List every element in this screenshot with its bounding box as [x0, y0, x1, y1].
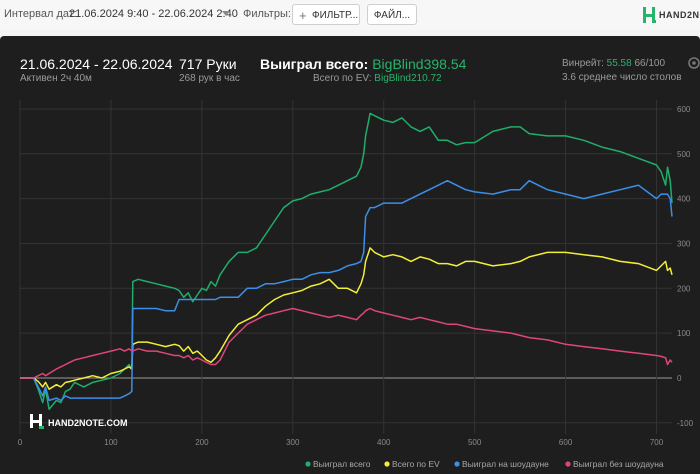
filter-button-label: ФИЛЬТР...	[312, 10, 359, 21]
x-tick-label: 500	[468, 438, 482, 447]
winrate-suffix: 66/100	[634, 58, 666, 69]
filter-button[interactable]: + ФИЛЬТР...	[292, 4, 360, 25]
x-tick-label: 300	[286, 438, 300, 447]
filters-label: Фильтры:	[243, 8, 291, 20]
legend-swatch	[565, 461, 571, 467]
won-total: Выиграл всего: BigBlind398.54	[260, 56, 466, 72]
series-line-1	[20, 112, 673, 411]
winrate-label: Винрейт:	[562, 58, 604, 69]
legend-label: Выиграл всего	[313, 459, 371, 469]
interval-label: Интервал дат:	[4, 8, 77, 20]
won-total-value: BigBlind398.54	[372, 56, 467, 72]
chart-legend: Выиграл всего Всего по EV Выиграл на шоуда…	[305, 459, 664, 469]
legend-label: Выиграл на шоудауне	[462, 459, 549, 469]
series-line-4	[20, 307, 673, 379]
chart-grid	[19, 100, 672, 434]
hands-per-hour: 268 рук в час	[179, 73, 240, 84]
y-tick-label: 0	[677, 374, 682, 383]
gear-icon[interactable]	[686, 55, 700, 71]
top-toolbar: Интервал дат: 21.06.2024 9:40 - 22.06.20…	[0, 0, 700, 30]
date-range-select[interactable]: 21.06.2024 9:40 - 22.06.2024 2:40	[69, 8, 238, 20]
x-tick-label: 400	[377, 438, 391, 447]
chart-watermark: HAND2NOTE.COM	[30, 414, 128, 429]
y-axis: 600 500 400 300 200 100 0 -100	[677, 105, 694, 428]
file-button[interactable]: ФАЙЛ...	[367, 4, 417, 25]
logo-icon	[643, 7, 656, 23]
x-tick-label: 200	[195, 438, 209, 447]
legend-swatch	[305, 461, 311, 467]
date-range-title: 21.06.2024 - 22.06.2024	[20, 56, 173, 72]
x-axis: 0 100 200 300 400 500 600 700	[18, 438, 664, 447]
x-tick-label: 0	[18, 438, 23, 447]
y-tick-label: 400	[677, 195, 691, 204]
active-time: Активен 2ч 40м	[20, 73, 92, 84]
legend-swatch	[454, 461, 460, 467]
y-tick-label: 300	[677, 239, 691, 248]
ev-total: Всего по EV: BigBlind210.72	[313, 73, 442, 84]
plus-icon: +	[299, 8, 307, 23]
avg-tables: 3.6 среднее число столов	[562, 72, 682, 83]
winrate-value: 55.58	[606, 58, 632, 69]
won-total-label: Выиграл всего:	[260, 56, 369, 72]
ev-total-value: BigBlind210.72	[374, 73, 442, 84]
x-tick-label: 700	[650, 438, 664, 447]
legend-label: Всего по EV	[392, 459, 440, 469]
hands-count: 717 Руки	[179, 56, 237, 72]
winrate: Винрейт: 55.58 66/100	[562, 58, 665, 69]
chart-series	[20, 112, 673, 411]
ev-total-label: Всего по EV:	[313, 73, 372, 84]
watermark-text: HAND2NOTE.COM	[48, 418, 128, 428]
chevron-down-icon[interactable]	[222, 11, 230, 16]
hand2note-logo: HAND2NO	[640, 5, 700, 25]
logo-text: HAND2NO	[659, 10, 700, 20]
file-button-label: ФАЙЛ...	[373, 10, 411, 21]
legend-swatch	[384, 461, 390, 467]
x-tick-label: 600	[559, 438, 573, 447]
y-tick-label: 200	[677, 284, 691, 293]
x-tick-label: 100	[104, 438, 118, 447]
y-tick-label: -100	[677, 419, 694, 428]
legend-label: Выиграл без шоудауна	[573, 459, 664, 469]
y-tick-label: 600	[677, 105, 691, 114]
series-line-3	[20, 179, 673, 402]
y-tick-label: 100	[677, 329, 691, 338]
series-line-2	[20, 247, 673, 390]
y-tick-label: 500	[677, 150, 691, 159]
